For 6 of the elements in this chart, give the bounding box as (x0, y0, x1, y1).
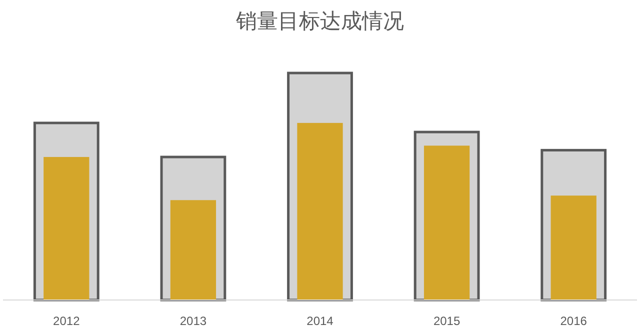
x-tick-label: 2014 (306, 314, 334, 328)
x-tick-label: 2016 (560, 314, 588, 328)
title: 销量目标达成情况 (236, 10, 404, 33)
x-tick-label: 2015 (433, 314, 460, 328)
x-tick-label: 2012 (53, 314, 80, 328)
x-tick-label: 2013 (180, 314, 207, 328)
